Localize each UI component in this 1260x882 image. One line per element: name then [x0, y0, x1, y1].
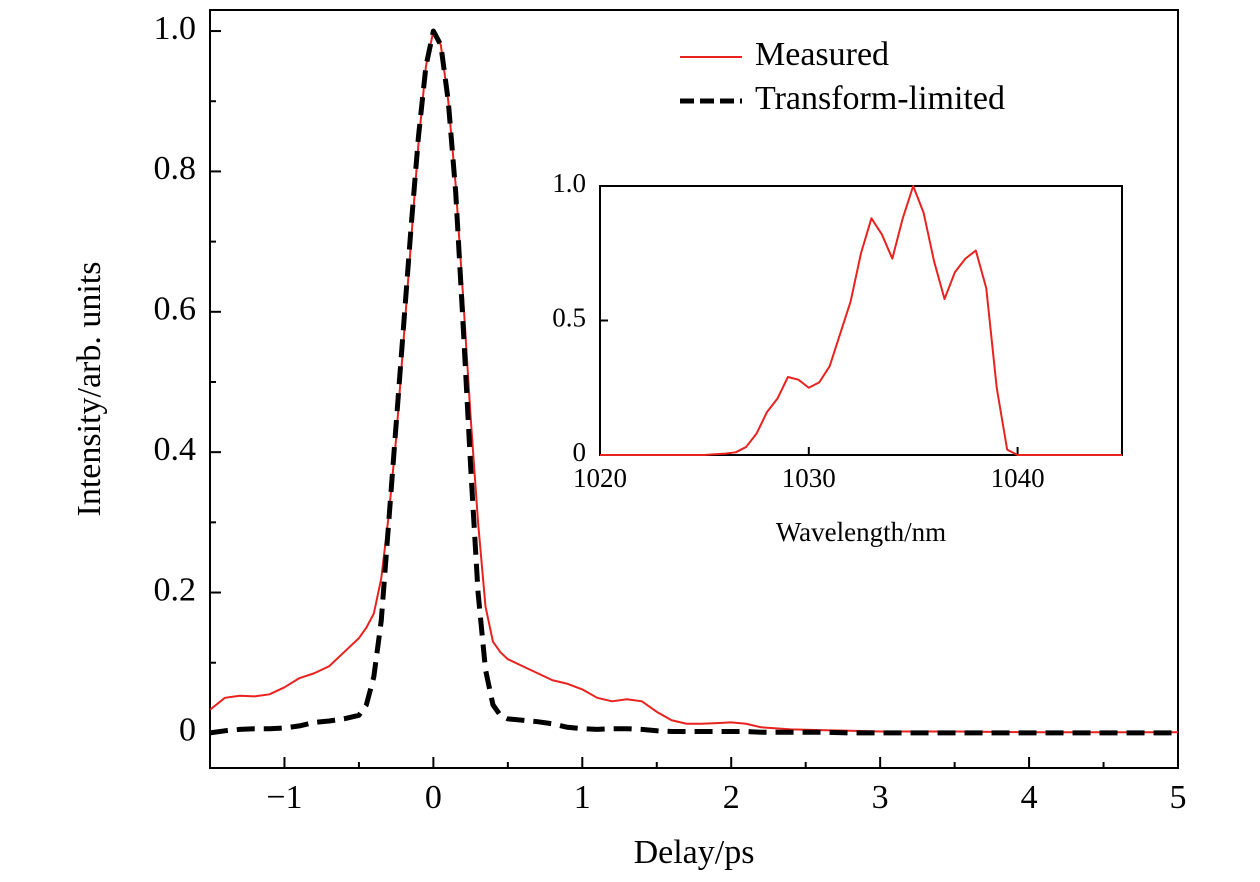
plot-frame [599, 185, 1123, 456]
x-tick-label: 3 [872, 779, 889, 816]
y-tick-label: 0.8 [154, 150, 197, 187]
y-tick-label: 0.2 [154, 571, 197, 608]
x-tick-label: 0 [425, 779, 442, 816]
y-tick-label: 1.0 [552, 168, 586, 198]
x-tick-label: −1 [266, 779, 302, 816]
y-tick-label: 0.4 [154, 431, 197, 468]
y-tick-label: 0.5 [552, 303, 586, 333]
legend-label: Transform-limited [755, 80, 1005, 117]
series-line [209, 28, 1178, 736]
y-tick-label: 1.0 [154, 10, 197, 47]
x-axis-label: Delay/ps [634, 834, 755, 871]
x-tick-label: 5 [1170, 779, 1187, 816]
y-tick-label: 0.6 [154, 291, 197, 328]
x-tick-label: 2 [723, 779, 740, 816]
y-tick-label: 0 [179, 712, 196, 749]
series-line [600, 185, 1122, 456]
y-axis-label: Intensity/arb. units [71, 262, 108, 517]
y-tick-label: 0 [573, 437, 587, 467]
x-tick-label: 4 [1021, 779, 1038, 816]
series-line [209, 30, 1178, 734]
legend-label: Measured [755, 36, 889, 73]
x-axis-label: Wavelength/nm [776, 517, 946, 547]
x-tick-label: 1 [574, 779, 591, 816]
x-tick-label: 1030 [782, 463, 836, 493]
x-tick-label: 1040 [991, 463, 1045, 493]
x-tick-label: 1020 [573, 463, 627, 493]
